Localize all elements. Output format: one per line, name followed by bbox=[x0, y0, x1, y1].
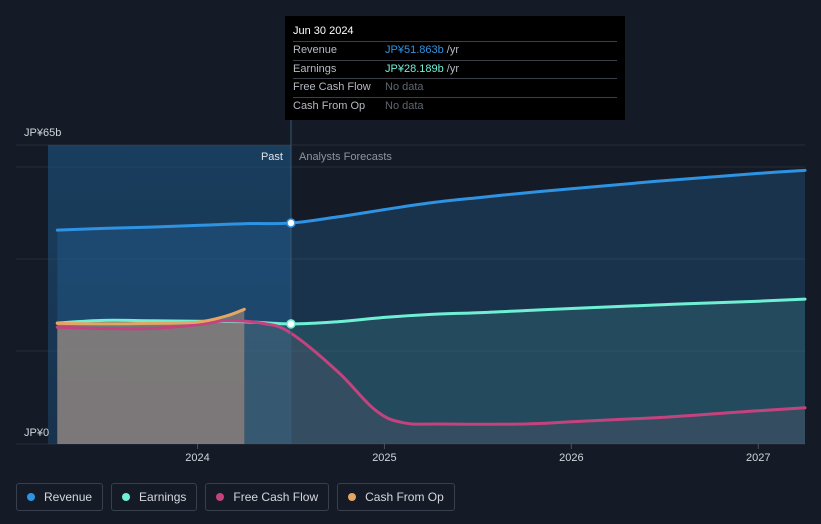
area-revenue bbox=[57, 170, 806, 444]
legend-label: Earnings bbox=[139, 490, 187, 504]
legend-dot-icon bbox=[122, 493, 131, 501]
tooltip-value: No data bbox=[385, 99, 424, 112]
marker-revenue bbox=[286, 218, 296, 228]
line-free-cash-flow bbox=[55, 319, 807, 426]
legend-label: Free Cash Flow bbox=[233, 490, 319, 504]
tooltip-label: Earnings bbox=[293, 62, 337, 75]
tooltip-label: Cash From Op bbox=[293, 99, 366, 112]
marker-earnings bbox=[286, 319, 296, 329]
tooltip-value: JP¥51.863b /yr bbox=[385, 44, 459, 56]
tooltip-label: Revenue bbox=[293, 44, 338, 56]
x-tick-label: 2027 bbox=[746, 452, 770, 464]
tooltip-value: JP¥28.189b /yr bbox=[385, 62, 459, 75]
legend: Revenue Earnings Free Cash Flow Cash Fro… bbox=[16, 483, 455, 511]
line-cash-from-op bbox=[55, 307, 246, 326]
tooltip-date: Jun 30 2024 bbox=[293, 25, 354, 37]
line-earnings bbox=[55, 297, 807, 326]
tooltip: Jun 30 2024 Revenue JP¥51.863b /yr Earni… bbox=[285, 16, 625, 120]
past-region bbox=[48, 145, 291, 444]
area-free-cash-flow bbox=[57, 320, 806, 444]
x-tick-label: 2025 bbox=[372, 452, 396, 464]
x-tick-label: 2026 bbox=[559, 452, 583, 464]
series-areas bbox=[57, 170, 806, 444]
legend-item-revenue[interactable]: Revenue bbox=[16, 483, 104, 511]
past-label: Past bbox=[261, 151, 283, 163]
legend-item-free-cash-flow[interactable]: Free Cash Flow bbox=[205, 483, 330, 511]
tooltip-value: No data bbox=[385, 81, 424, 93]
area-earnings bbox=[57, 299, 806, 444]
legend-dot-icon bbox=[27, 493, 35, 501]
legend-dot-icon bbox=[216, 493, 225, 501]
tooltip-markers bbox=[286, 218, 296, 329]
legend-item-cash-from-op[interactable]: Cash From Op bbox=[337, 483, 455, 511]
tooltip-row-earnings: Earnings JP¥28.189b /yr bbox=[293, 59, 617, 79]
area-cash-from-op bbox=[57, 309, 245, 444]
tooltip-row-revenue: Revenue JP¥51.863b /yr bbox=[293, 41, 617, 60]
legend-label: Cash From Op bbox=[365, 490, 444, 504]
x-tick-label: 2024 bbox=[185, 452, 209, 464]
line-revenue bbox=[55, 168, 807, 232]
y-axis-bottom-label: JP¥0 bbox=[24, 427, 49, 439]
legend-dot-icon bbox=[348, 493, 357, 501]
legend-label: Revenue bbox=[44, 490, 93, 504]
series-lines bbox=[55, 168, 807, 426]
forecast-label: Analysts Forecasts bbox=[299, 151, 392, 163]
legend-item-earnings[interactable]: Earnings bbox=[111, 483, 198, 511]
tooltip-row-cash-from-op: Cash From Op No data bbox=[293, 96, 617, 116]
tooltip-row-free-cash-flow: Free Cash Flow No data bbox=[293, 78, 617, 97]
tooltip-label: Free Cash Flow bbox=[293, 81, 371, 93]
y-axis-top-label: JP¥65b bbox=[24, 127, 61, 139]
x-axis-ticks: 2024 2025 2026 2027 bbox=[185, 444, 771, 464]
